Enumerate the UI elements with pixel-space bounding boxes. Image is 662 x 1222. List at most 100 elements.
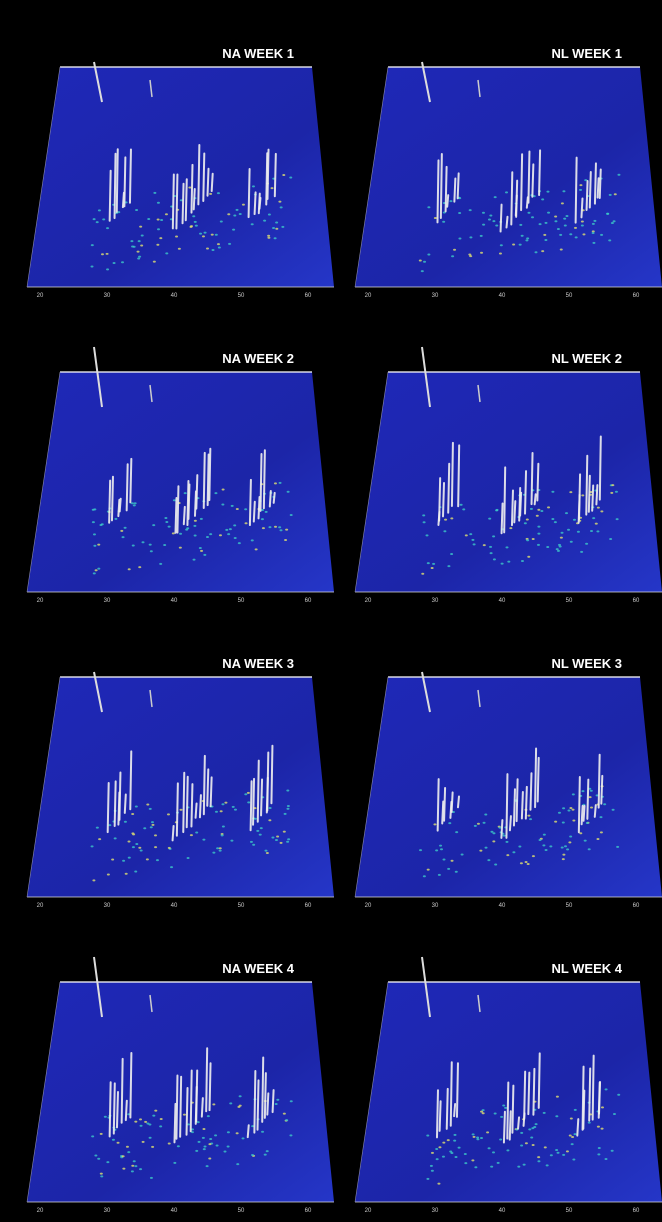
spot — [269, 807, 272, 809]
peak — [188, 484, 189, 519]
spot — [509, 527, 512, 529]
spot — [561, 202, 564, 204]
spot — [569, 233, 572, 235]
peak — [207, 769, 208, 805]
spot — [580, 551, 583, 553]
spot — [131, 1165, 134, 1167]
spot — [597, 1126, 600, 1128]
spot — [265, 511, 268, 513]
spot — [287, 838, 290, 840]
spot — [537, 544, 540, 546]
spot — [476, 1137, 479, 1139]
peak — [196, 1070, 197, 1121]
peak — [109, 481, 110, 523]
spot — [527, 863, 530, 865]
spot — [435, 849, 438, 851]
spot — [592, 232, 595, 234]
spot — [582, 233, 585, 235]
peak — [599, 755, 600, 808]
peak — [447, 195, 448, 207]
peak — [538, 758, 539, 802]
spot — [569, 807, 572, 809]
spot — [556, 1096, 559, 1098]
spot — [588, 1122, 591, 1124]
spot — [595, 523, 598, 525]
spot — [221, 834, 224, 836]
spot — [480, 235, 483, 237]
spot — [543, 834, 546, 836]
spot — [579, 184, 582, 186]
spot — [488, 518, 491, 520]
spot — [442, 221, 445, 223]
peak — [117, 149, 118, 212]
peak — [539, 150, 540, 195]
spot — [252, 185, 255, 187]
spot — [541, 198, 544, 200]
spot — [151, 824, 154, 826]
peak — [115, 781, 116, 826]
peak — [520, 493, 521, 516]
spot — [565, 512, 568, 514]
spot — [111, 859, 114, 861]
spot — [121, 261, 124, 263]
panel: NL WEEK 12030405060 — [355, 46, 662, 299]
spot — [512, 244, 515, 246]
peak — [458, 173, 459, 198]
peak — [177, 783, 178, 835]
panel-title: NA WEEK 2 — [222, 351, 294, 366]
spot — [482, 224, 485, 226]
spot — [157, 228, 160, 230]
spot — [455, 1156, 458, 1158]
peak — [438, 779, 439, 831]
spot — [227, 533, 230, 535]
spot — [499, 253, 502, 255]
panel: NA WEEK 12030405060 — [27, 46, 334, 299]
spot — [207, 1115, 210, 1117]
spot — [283, 1113, 286, 1115]
spot — [469, 533, 472, 535]
spot — [479, 850, 482, 852]
spot — [280, 206, 283, 208]
spot — [550, 1154, 553, 1156]
spot — [562, 821, 565, 823]
spot — [525, 239, 528, 241]
spot — [134, 1165, 137, 1167]
spot — [227, 1145, 230, 1147]
spot — [521, 235, 524, 237]
spot — [438, 1146, 441, 1148]
spot — [93, 218, 96, 220]
peak — [274, 493, 275, 503]
peak — [191, 784, 192, 826]
spot — [91, 265, 94, 267]
spot — [137, 257, 140, 259]
spot — [545, 849, 548, 851]
spot — [543, 234, 546, 236]
spot — [179, 809, 182, 811]
spot — [555, 1149, 558, 1151]
spot — [544, 1146, 547, 1148]
spot — [164, 517, 167, 519]
peak — [521, 154, 522, 210]
spot — [278, 526, 281, 528]
peak — [191, 1071, 192, 1132]
spot — [427, 253, 430, 255]
spot — [279, 482, 282, 484]
spot — [450, 1152, 453, 1154]
spot — [138, 256, 141, 258]
spot — [101, 523, 104, 525]
spot — [142, 541, 145, 543]
peak — [533, 1069, 534, 1115]
spot — [530, 508, 533, 510]
spot — [234, 537, 237, 539]
spot — [263, 220, 266, 222]
spot — [560, 248, 563, 250]
spot — [447, 1139, 450, 1141]
peak — [173, 175, 174, 229]
panel-title: NA WEEK 3 — [222, 656, 294, 671]
peak — [512, 490, 513, 525]
peak — [579, 474, 580, 519]
spot — [575, 236, 578, 238]
spot — [97, 568, 100, 570]
spot — [482, 212, 485, 214]
spot — [527, 212, 530, 214]
